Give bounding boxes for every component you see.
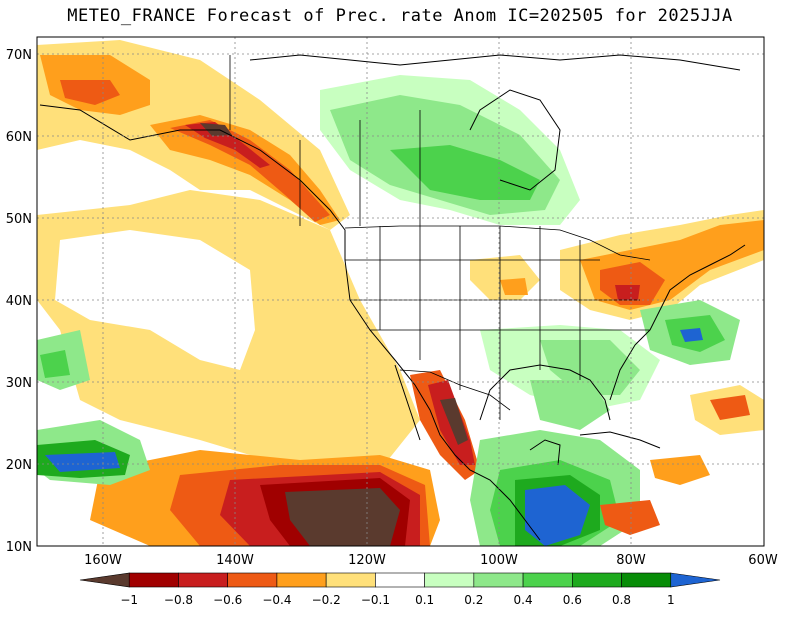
- coastline-baja: [394, 364, 421, 441]
- anomaly-patch: [600, 500, 660, 535]
- lon-label-100w: 100W: [480, 553, 518, 568]
- anomaly-patch: [710, 395, 750, 420]
- lon-label-160w: 160W: [84, 553, 122, 568]
- anomaly-patch: [60, 80, 120, 105]
- colorbar: −1 −0.8 −0.6 −0.4 −0.2 −0.1 0.1 0.2 0.4 0.6 0.8 1: [79, 572, 721, 607]
- colorbar-swatch: [375, 572, 425, 588]
- lon-label-140w: 140W: [216, 553, 254, 568]
- coastlines: [39, 54, 746, 541]
- lat-label-30n: 30N: [6, 376, 32, 391]
- anomaly-patch: [680, 328, 703, 342]
- colorbar-swatch: [572, 572, 622, 588]
- colorbar-swatch: [276, 572, 327, 588]
- lat-label-40n: 40N: [6, 294, 32, 309]
- colorbar-swatch: [178, 572, 228, 588]
- anomaly-patch: [530, 380, 610, 430]
- colorbar-label: 0.1: [415, 593, 434, 607]
- coastline-east: [609, 244, 746, 401]
- state-lines: [345, 226, 650, 420]
- us-canada-border: [344, 225, 651, 261]
- anomaly-patch: [170, 120, 330, 222]
- lat-label-60n: 60N: [6, 130, 32, 145]
- anomaly-patch: [650, 455, 710, 485]
- colorbar-swatch: [227, 572, 278, 588]
- borders: [229, 55, 651, 420]
- anomaly-patch: [390, 145, 540, 200]
- colorbar-label: −0.1: [361, 593, 390, 607]
- colorbar-swatch: [670, 572, 721, 588]
- colorbar-label: −0.6: [213, 593, 242, 607]
- colorbar-swatch: [325, 572, 376, 588]
- colorbar-label: 0.4: [514, 593, 533, 607]
- anomaly-field: [37, 37, 764, 546]
- anomaly-patch: [285, 488, 400, 546]
- anomaly-patch: [55, 230, 255, 370]
- anomaly-patch: [45, 452, 120, 472]
- colorbar-label: −1: [120, 593, 138, 607]
- coastline-gulf: [479, 364, 611, 421]
- lat-label-50n: 50N: [6, 212, 32, 227]
- colorbar-label: 0.6: [563, 593, 582, 607]
- colorbar-swatch: [621, 572, 672, 588]
- colorbar-swatch: [473, 572, 524, 588]
- coastline-cuba: [579, 431, 661, 449]
- anomaly-patch: [185, 122, 270, 168]
- lat-axis: 70N 60N 50N 40N 30N 20N 10N: [6, 48, 32, 555]
- colorbar-label: −0.4: [262, 593, 291, 607]
- colorbar-label: 0.8: [612, 593, 631, 607]
- colorbar-swatch: [79, 572, 130, 588]
- anomaly-patch: [40, 350, 70, 378]
- colorbar-swatch: [424, 572, 475, 588]
- coastline-hudson: [469, 89, 561, 191]
- coastline-west: [39, 104, 541, 541]
- anomaly-patch: [600, 262, 665, 305]
- lat-label-20n: 20N: [6, 458, 32, 473]
- map-frame: [36, 36, 765, 547]
- colorbar-label: −0.2: [312, 593, 341, 607]
- coastline-yucatan: [529, 439, 561, 466]
- lat-label-10n: 10N: [6, 540, 32, 555]
- lon-label-80w: 80W: [616, 553, 646, 568]
- lon-label-60w: 60W: [748, 553, 778, 568]
- colorbar-swatch: [522, 572, 573, 588]
- map-title: METEO_FRANCE Forecast of Prec. rate Anom…: [67, 6, 733, 26]
- colorbar-label: −0.8: [164, 593, 193, 607]
- lon-axis: 160W 140W 120W 100W 80W 60W: [84, 553, 778, 568]
- anomaly-patch: [615, 285, 640, 300]
- province-lines: [299, 110, 421, 226]
- anomaly-patch: [440, 398, 468, 445]
- colorbar-swatch: [128, 572, 179, 588]
- graticule: [37, 37, 764, 546]
- colorbar-label: 0.2: [464, 593, 483, 607]
- anomaly-patch: [525, 485, 590, 546]
- lat-label-70n: 70N: [6, 48, 32, 63]
- anomaly-patch: [500, 278, 528, 295]
- colorbar-label: 1: [667, 593, 675, 607]
- coastline-arctic: [249, 54, 741, 71]
- lon-label-120w: 120W: [348, 553, 386, 568]
